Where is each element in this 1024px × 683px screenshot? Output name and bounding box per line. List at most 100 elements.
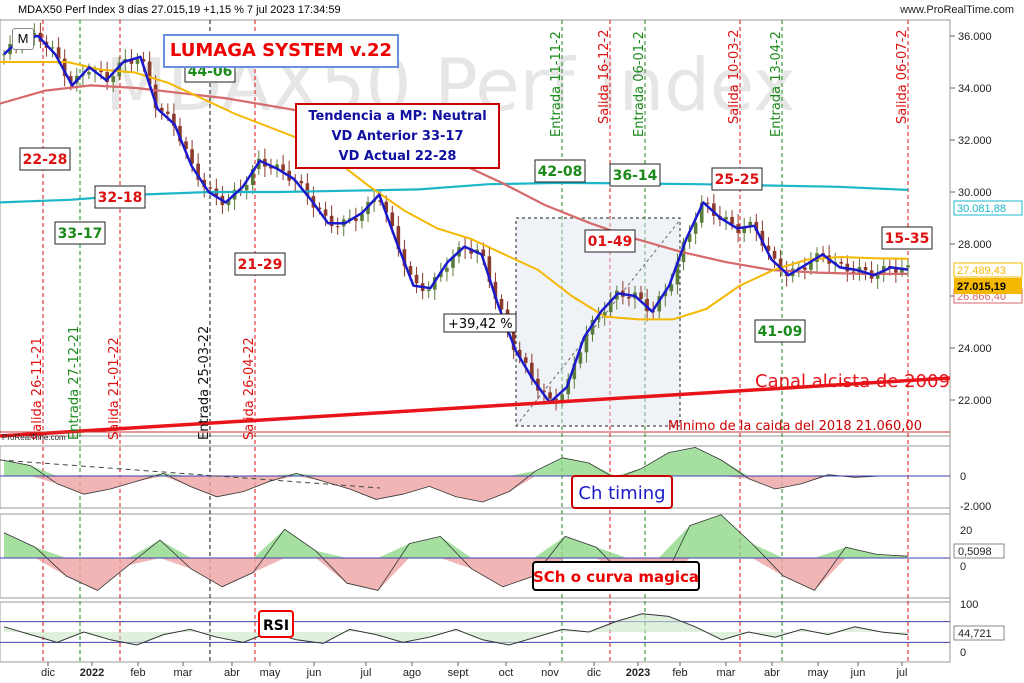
- x-axis-label: dic: [587, 667, 602, 679]
- candle-body: [669, 284, 674, 292]
- x-axis-label: mar: [174, 667, 193, 679]
- candle-body: [754, 221, 759, 231]
- source-label: ProRealTime.com: [2, 433, 66, 442]
- candle-body: [305, 183, 310, 197]
- candle-body: [56, 47, 61, 59]
- candle-body: [147, 61, 152, 85]
- ma-short-line: [0, 61, 909, 321]
- x-axis-label: may: [808, 667, 829, 679]
- price-tick-label: 30.000: [958, 187, 992, 199]
- candle-body: [250, 169, 255, 186]
- x-axis-label: abr: [764, 667, 780, 679]
- candle-body: [645, 298, 649, 312]
- x-axis-label: nov: [541, 667, 559, 679]
- rsi-value-box: [953, 625, 1005, 641]
- candle-body: [693, 222, 698, 234]
- candle-body: [451, 256, 455, 268]
- trend-box: Tendencia a MP: Neutral VD Anterior 33-1…: [295, 103, 500, 169]
- x-axis-label: jul: [359, 667, 371, 679]
- x-axis-label: sept: [448, 667, 469, 679]
- rsi-tick: 44,721: [958, 628, 992, 640]
- candle-body: [481, 249, 486, 257]
- candle-body: [487, 256, 492, 282]
- vd-label: 36-14: [613, 168, 658, 184]
- candle-body: [354, 218, 358, 222]
- candle-body: [269, 166, 273, 169]
- x-axis-label: jul: [895, 667, 907, 679]
- candle-body: [32, 32, 37, 36]
- vd-label-box: [19, 147, 71, 171]
- ma-value-box: [953, 200, 1023, 216]
- vd-label-box: [534, 159, 586, 183]
- candle-body: [178, 125, 182, 142]
- chart-header: MDAX50 Perf Index 3 días 27.015,19 +1,15…: [0, 0, 1024, 20]
- ch-timing-label: Ch timing: [578, 483, 665, 504]
- candle-body: [348, 218, 352, 220]
- candle-body: [517, 349, 522, 358]
- candle-body: [578, 352, 583, 364]
- panel-frame-0: [0, 19, 951, 437]
- candle-body: [172, 113, 176, 126]
- candle-body: [111, 76, 116, 83]
- candle-body: [329, 215, 334, 227]
- ch-timing-tick: 0: [960, 471, 966, 483]
- vd-label: 01-49: [588, 234, 633, 250]
- candle-body: [572, 363, 577, 380]
- candle-body: [772, 250, 777, 259]
- rsi-box: [258, 610, 294, 638]
- ma-value-label: 30.081,88: [957, 203, 1006, 215]
- candle-body: [141, 59, 146, 62]
- candle-body: [766, 245, 771, 251]
- vd-label-box: [754, 319, 806, 343]
- candle-body: [281, 164, 285, 171]
- candle-body: [760, 230, 765, 246]
- price-tick-label: 32.000: [958, 135, 992, 147]
- candle-body: [62, 58, 67, 77]
- signal-label: Salida 21-01-22: [107, 337, 122, 440]
- signal-label: Entrada 13-04-2: [769, 31, 784, 137]
- candle-body: [839, 261, 844, 264]
- candle-body: [712, 203, 716, 216]
- candle-body: [129, 58, 134, 64]
- candle-body: [748, 221, 753, 228]
- candle-body: [384, 201, 389, 213]
- signal-label: Salida 26-11-21: [30, 337, 45, 440]
- vd-label-box: [94, 185, 146, 209]
- candle-body: [803, 267, 807, 270]
- candle-body: [705, 202, 710, 204]
- sch-value-box: [953, 543, 1005, 559]
- sch-tick: 0: [960, 561, 966, 573]
- candle-body: [2, 54, 6, 56]
- candle-body: [117, 62, 122, 77]
- ch-timing-positive: [4, 447, 908, 476]
- candle-body: [584, 334, 589, 353]
- candle-body: [548, 392, 552, 399]
- candle-body: [530, 362, 534, 379]
- vd-label: 44-06: [188, 64, 233, 80]
- candle-body: [675, 262, 680, 285]
- x-axis-label: ago: [403, 667, 421, 679]
- channel-label: Canal alcista de 2009: [755, 371, 950, 392]
- m-button[interactable]: M: [12, 28, 34, 50]
- x-axis-label: jun: [306, 667, 322, 679]
- candle-body: [135, 59, 140, 64]
- price-tick-label: 34.000: [958, 83, 992, 95]
- system-title: LUMAGA SYSTEM v.22: [169, 40, 393, 61]
- candle-body: [657, 296, 662, 312]
- channel-line: [0, 376, 951, 438]
- vd-label-box: [584, 229, 636, 253]
- candle-body: [863, 267, 868, 271]
- sch-tick: 20: [960, 525, 972, 537]
- ch-timing-tick: -2.000: [960, 501, 991, 513]
- signal-label: Entrada 06-01-2: [632, 31, 647, 137]
- header-url[interactable]: www.ProRealTime.com: [900, 4, 1014, 16]
- ma-value-label: 27.489,43: [957, 265, 1006, 277]
- vd-label: 42-08: [538, 164, 583, 180]
- minimum-label: Minimo de la caida del 2018 21.060,00: [668, 419, 922, 434]
- candle-body: [208, 187, 213, 189]
- candle-body: [190, 149, 194, 164]
- x-axis-label: dic: [41, 667, 56, 679]
- vd-label: 25-25: [715, 172, 760, 188]
- x-axis-label: 2022: [80, 667, 104, 679]
- trend-line-1: Tendencia a MP: Neutral: [308, 109, 487, 124]
